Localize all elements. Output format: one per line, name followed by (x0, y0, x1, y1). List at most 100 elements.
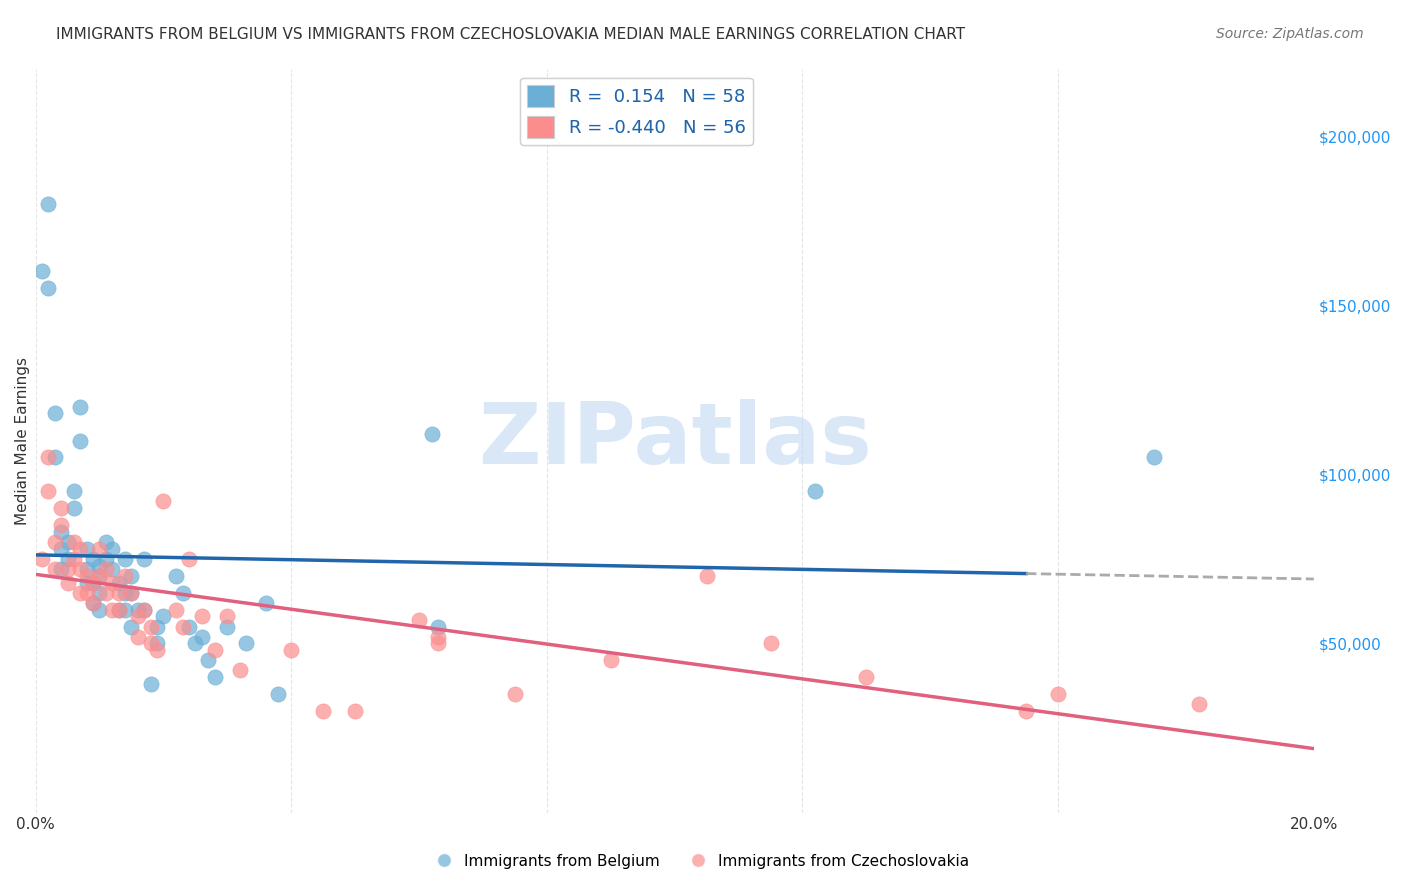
Point (44, 535, 66, 549)
Point (177, 619, 200, 633)
Point (56, 552, 79, 566)
Point (152, 609, 174, 624)
Point (267, 687, 290, 701)
Point (197, 653, 219, 667)
Point (107, 585, 129, 599)
Point (49, 562, 72, 576)
Point (49, 501, 72, 516)
Point (696, 569, 718, 583)
Point (229, 664, 252, 678)
Point (165, 602, 187, 616)
Point (94, 562, 117, 576)
Point (49, 524, 72, 539)
Point (107, 602, 129, 616)
Point (855, 670, 877, 684)
Point (120, 619, 142, 633)
Point (120, 585, 142, 599)
Point (49, 541, 72, 556)
Point (1015, 704, 1038, 718)
Point (94, 585, 117, 599)
Point (134, 552, 156, 566)
Point (31, 264, 53, 278)
Point (599, 653, 621, 667)
Point (76, 575, 98, 590)
Point (804, 484, 827, 499)
Point (76, 541, 98, 556)
Point (1188, 698, 1211, 712)
Point (127, 609, 149, 624)
Point (114, 569, 136, 583)
Point (127, 630, 149, 644)
Point (146, 643, 169, 657)
Point (127, 602, 149, 616)
Point (101, 562, 124, 576)
Point (107, 602, 129, 616)
Point (280, 643, 302, 657)
Point (172, 619, 194, 633)
Point (146, 619, 169, 633)
Point (427, 636, 450, 650)
Point (146, 636, 169, 650)
Point (63, 501, 86, 516)
Point (56, 535, 79, 549)
Point (101, 541, 124, 556)
Point (76, 585, 98, 599)
Y-axis label: Median Male Earnings: Median Male Earnings (15, 357, 30, 524)
Point (759, 636, 782, 650)
Point (120, 585, 142, 599)
Point (172, 585, 194, 599)
Point (89, 569, 111, 583)
Point (139, 677, 162, 691)
Point (427, 619, 450, 633)
Point (114, 552, 136, 566)
Point (89, 585, 111, 599)
Point (89, 558, 111, 573)
Point (89, 602, 111, 616)
Point (44, 562, 66, 576)
Point (344, 704, 367, 718)
Point (235, 636, 257, 650)
Point (139, 636, 162, 650)
Point (49, 518, 72, 533)
Point (69, 541, 91, 556)
Point (89, 541, 111, 556)
Point (114, 585, 136, 599)
Legend: R =  0.154   N = 58, R = -0.440   N = 56: R = 0.154 N = 58, R = -0.440 N = 56 (520, 78, 752, 145)
Point (76, 562, 98, 576)
Point (44, 450, 66, 465)
Point (82, 575, 104, 590)
Point (427, 630, 450, 644)
Point (94, 535, 117, 549)
Point (107, 575, 129, 590)
Point (139, 619, 162, 633)
Point (82, 596, 104, 610)
Point (190, 609, 212, 624)
Point (1047, 687, 1070, 701)
Point (89, 569, 111, 583)
Point (152, 494, 174, 508)
Point (69, 434, 91, 448)
Point (190, 630, 212, 644)
Point (204, 643, 226, 657)
Point (217, 619, 239, 633)
Point (312, 704, 335, 718)
Point (1143, 450, 1166, 465)
Point (44, 407, 66, 421)
Point (503, 687, 526, 701)
Point (82, 596, 104, 610)
Point (101, 602, 124, 616)
Point (37, 484, 59, 499)
Point (69, 585, 91, 599)
Point (63, 552, 86, 566)
Point (120, 569, 142, 583)
Point (37, 281, 59, 295)
Point (76, 569, 98, 583)
Point (31, 552, 53, 566)
Point (82, 552, 104, 566)
Point (254, 596, 277, 610)
Point (82, 575, 104, 590)
Point (184, 636, 207, 650)
Point (204, 670, 226, 684)
Text: ZIPatlas: ZIPatlas (478, 399, 872, 482)
Point (408, 613, 430, 627)
